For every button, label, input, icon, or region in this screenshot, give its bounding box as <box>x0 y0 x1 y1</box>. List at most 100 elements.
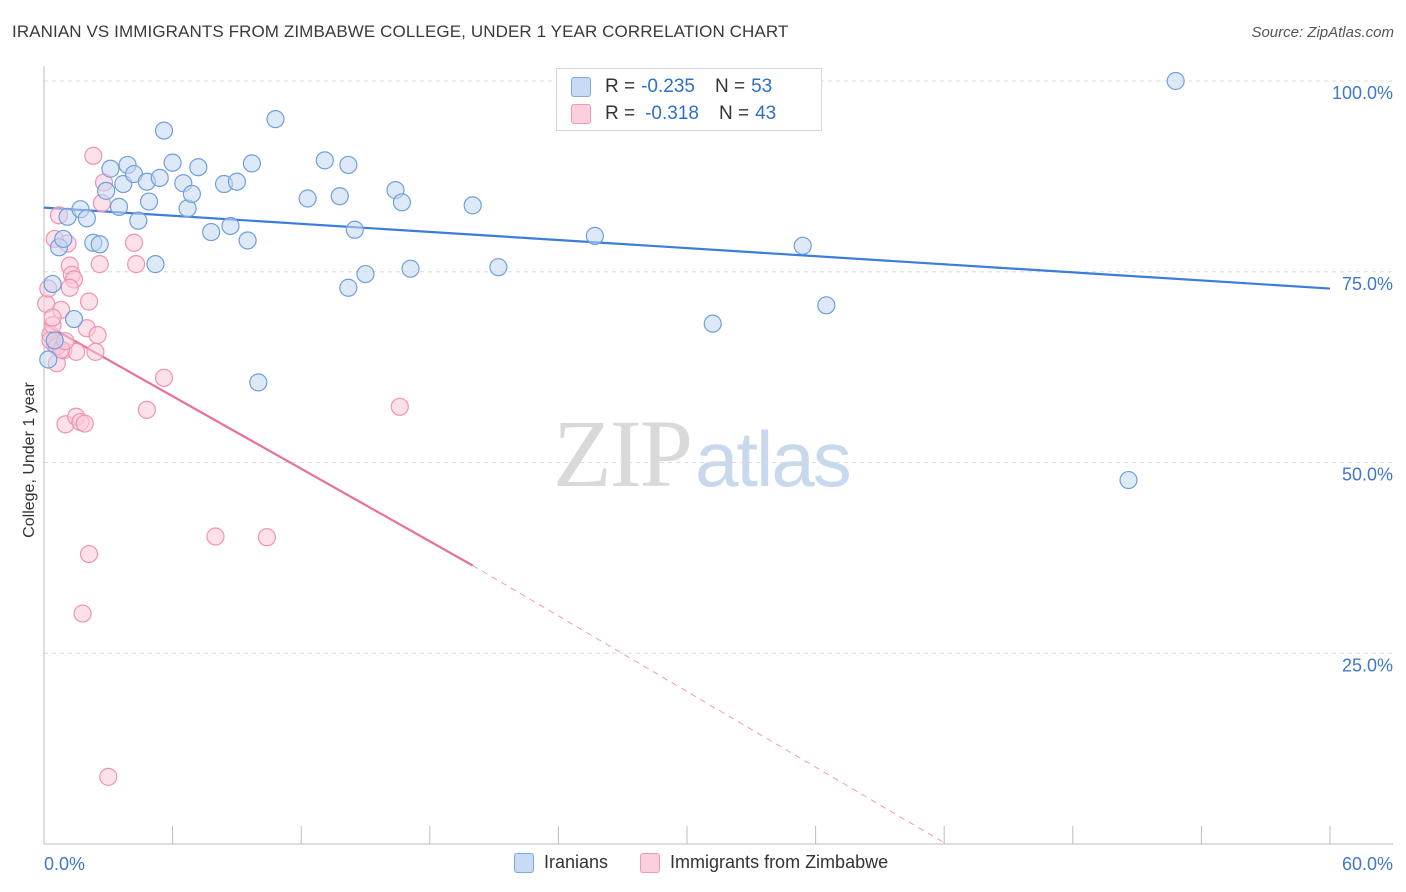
iranian-points <box>39 71 1185 490</box>
iranian-point <box>242 154 262 173</box>
legend-label-iranians: Iranians <box>544 852 609 872</box>
iranian-point <box>266 110 285 129</box>
legend-swatch-zimbabwe <box>571 104 591 124</box>
zimbabwe-point <box>86 342 105 361</box>
iranian-point <box>1166 71 1185 91</box>
zimbabwe-point <box>124 233 144 252</box>
legend-r-value: -0.235 <box>641 76 695 97</box>
x-tick-max: 60.0% <box>1342 854 1393 874</box>
series-legend: Iranians Immigrants from Zimbabwe <box>514 852 920 873</box>
iranian-point <box>39 350 58 369</box>
watermark-atlas: atlas <box>695 415 852 503</box>
legend-item-zimbabwe: Immigrants from Zimbabwe <box>640 852 888 873</box>
iranian-point <box>154 121 174 140</box>
legend-r-value: -0.318 <box>645 103 699 124</box>
trend-line <box>472 565 947 845</box>
zimbabwe-point <box>79 544 99 564</box>
iranian-point <box>139 192 159 211</box>
legend-swatch-iranians <box>571 77 591 97</box>
zimbabwe-point <box>154 368 174 387</box>
legend-n-label: N = <box>718 103 750 124</box>
iranian-point <box>97 181 116 200</box>
y-tick-label: 100.0% <box>1332 83 1393 103</box>
iranian-point <box>90 235 109 254</box>
zimbabwe-point <box>75 414 94 433</box>
iranian-point <box>202 222 221 242</box>
iranian-point <box>1119 470 1138 490</box>
source-label: Source: ZipAtlas.com <box>1251 24 1394 41</box>
zimbabwe-point <box>390 397 409 416</box>
y-tick-labels: 25.0% 50.0% 75.0% 100.0% <box>1332 83 1393 675</box>
iranian-point <box>345 220 364 239</box>
trend-line <box>43 322 474 567</box>
y-tick-label: 75.0% <box>1342 274 1393 294</box>
iranian-point <box>101 159 120 178</box>
watermark-zip: ZIP <box>553 400 693 507</box>
x-tick-min: 0.0% <box>44 854 85 874</box>
iranian-point <box>64 309 84 329</box>
legend-n-value: 43 <box>755 103 777 124</box>
iranian-point <box>356 264 375 284</box>
iranian-point <box>54 229 73 249</box>
watermark: ZIPatlas <box>553 398 852 509</box>
legend-n-label: N = <box>714 76 746 97</box>
y-tick-label: 50.0% <box>1342 465 1393 485</box>
iranian-point <box>182 184 201 204</box>
iranian-point <box>129 211 148 230</box>
trend-line <box>43 206 1331 290</box>
iranian-point <box>238 231 257 250</box>
iranian-point <box>150 168 169 188</box>
iranian-point <box>45 331 64 350</box>
iranian-point <box>339 155 358 175</box>
iranian-point <box>401 259 420 278</box>
y-tick-label: 25.0% <box>1342 655 1393 675</box>
iranian-point <box>221 216 240 236</box>
iranian-point <box>189 158 208 177</box>
zimbabwe-point <box>73 604 92 623</box>
legend-swatch-zimbabwe <box>640 852 661 873</box>
zimbabwe-point <box>127 255 146 274</box>
legend-r-label: R = <box>605 103 636 124</box>
iranian-point <box>43 274 62 294</box>
legend-n-value: 53 <box>751 76 773 97</box>
iranian-point <box>109 197 129 216</box>
iranian-point <box>703 314 722 333</box>
x-axis-ticks <box>43 826 1331 844</box>
legend-item-iranians: Iranians <box>514 852 608 873</box>
trend-lines <box>43 206 1331 845</box>
y-axis-label: College, Under 1 year <box>21 382 38 538</box>
legend-row-iranians: R = -0.235 N = 53 <box>571 76 772 98</box>
zimbabwe-point <box>88 325 107 345</box>
iranian-point <box>298 189 317 208</box>
chart-title: IRANIAN VS IMMIGRANTS FROM ZIMBABWE COLL… <box>12 22 789 41</box>
zimbabwe-point <box>99 767 118 786</box>
zimbabwe-point <box>43 308 62 327</box>
iranian-point <box>339 278 358 297</box>
zimbabwe-point <box>137 400 156 419</box>
iranian-point <box>463 196 482 215</box>
iranian-point <box>315 151 334 170</box>
iranian-point <box>392 193 412 212</box>
iranian-point <box>585 226 604 245</box>
zimbabwe-point <box>90 255 109 274</box>
iranian-point <box>163 153 182 172</box>
iranian-point <box>793 236 812 255</box>
zimbabwe-point <box>84 146 103 165</box>
iranian-point <box>77 209 96 228</box>
zimbabwe-point <box>79 292 99 311</box>
stats-legend: R = -0.235 N = 53 R = -0.318 N = 43 <box>556 68 822 131</box>
legend-swatch-iranians <box>514 852 534 873</box>
axes <box>43 66 1393 845</box>
legend-r-label: R = <box>605 76 636 97</box>
iranian-point <box>817 296 836 315</box>
zimbabwe-point <box>60 278 79 297</box>
zimbabwe-point <box>257 528 277 547</box>
iranian-point <box>489 258 508 277</box>
iranian-point <box>249 373 268 392</box>
iranian-point <box>330 187 349 206</box>
iranian-point <box>146 255 165 274</box>
zimbabwe-point <box>206 527 225 546</box>
legend-label-zimbabwe: Immigrants from Zimbabwe <box>670 852 889 872</box>
legend-row-zimbabwe: R = -0.318 N = 43 <box>571 103 776 125</box>
